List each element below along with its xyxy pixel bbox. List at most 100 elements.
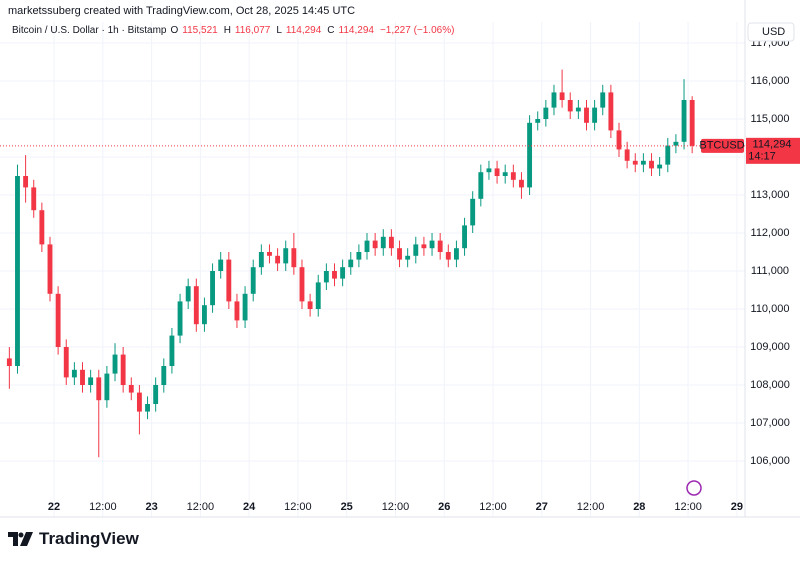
legend-change: −1,227 (−1.06%): [379, 25, 455, 36]
candle-body: [201, 305, 207, 325]
candle-body: [462, 225, 467, 249]
x-tick-label: 12:00: [674, 501, 702, 513]
candle-body: [299, 267, 305, 302]
candle-body: [559, 92, 565, 101]
candle-body: [356, 252, 362, 260]
x-tick-label: 12:00: [284, 501, 312, 513]
candle-body: [63, 346, 69, 378]
y-tick-label: 113,000: [751, 189, 790, 201]
x-tick-label: 22: [48, 501, 60, 513]
candle-body: [315, 282, 321, 309]
candle-body: [429, 240, 435, 249]
symbol-tag: [701, 138, 744, 153]
x-tick-label: 12:00: [89, 501, 117, 513]
y-tick-label: 106,000: [750, 455, 790, 467]
logo: [8, 532, 33, 546]
y-tick-label: 116,000: [751, 75, 790, 87]
legend-key: C: [327, 25, 335, 36]
candle-body: [332, 271, 337, 279]
candle-body: [6, 358, 12, 366]
candle-body: [567, 100, 573, 112]
candle-body: [267, 252, 272, 256]
y-tick-label: 107,000: [750, 417, 790, 429]
x-tick-label: 29: [731, 501, 743, 513]
y-tick-label: 112,000: [751, 227, 790, 239]
candle-body: [437, 240, 443, 253]
candle-body: [226, 259, 232, 302]
candle-body: [445, 252, 451, 260]
x-tick-label: 27: [536, 501, 548, 513]
countdown: 14:17: [748, 151, 776, 163]
candle-body: [551, 92, 557, 108]
candle-body: [543, 107, 549, 120]
legend-value: 116,077: [234, 25, 271, 36]
candle-body: [283, 248, 289, 264]
candle-body: [673, 141, 679, 146]
candle-body: [55, 293, 61, 347]
x-tick-label: 26: [438, 501, 450, 513]
legend-value: 115,521: [182, 25, 218, 36]
candle-body: [364, 240, 370, 253]
candle-body: [71, 369, 77, 378]
candle-body: [234, 301, 240, 321]
candle-body: [584, 107, 589, 123]
candle-body: [128, 384, 134, 393]
legend-key: L: [276, 25, 282, 36]
candle-body: [177, 301, 183, 336]
candle-body: [348, 259, 354, 268]
caption: marketssuberg created with TradingView.c…: [8, 5, 356, 17]
candle-body: [665, 145, 671, 165]
candle-body: [624, 149, 630, 161]
candle-body: [640, 160, 646, 165]
candle-body: [136, 392, 142, 412]
candle-body: [600, 92, 606, 108]
candle-body: [291, 248, 297, 268]
candle-body: [242, 293, 248, 321]
candle-body: [519, 179, 524, 188]
candle-body: [616, 130, 622, 150]
candle-body: [575, 107, 581, 112]
candle-body: [15, 176, 20, 366]
candle-body: [486, 168, 492, 173]
candle-body: [388, 236, 394, 249]
x-tick-label: 23: [145, 501, 157, 513]
candle-body: [608, 92, 614, 131]
currency: USD: [762, 26, 785, 38]
y-tick-label: 111,000: [751, 265, 789, 277]
candle-body: [681, 100, 687, 142]
candle-body: [210, 271, 216, 306]
symbol: Bitcoin / U.S. Dollar · 1h · Bitstamp: [12, 25, 167, 36]
candle-body: [250, 267, 256, 294]
candle-body: [169, 335, 175, 366]
symbol-tag-text: BTCUSD: [699, 140, 744, 152]
x-tick-label: 25: [341, 501, 353, 513]
candle-body: [405, 255, 411, 260]
candle-body: [453, 248, 459, 260]
candle-body: [649, 160, 654, 169]
candle-body: [275, 255, 281, 264]
x-tick-label: 12:00: [187, 501, 215, 513]
y-tick-label: 108,000: [750, 379, 790, 391]
candle-body: [307, 301, 313, 309]
candle-body: [153, 384, 159, 404]
candle-body: [185, 286, 191, 302]
candle-body: [478, 172, 484, 199]
x-tick-label: 12:00: [479, 501, 507, 513]
legend-value: 114,294: [285, 25, 322, 36]
candle-body: [112, 354, 118, 374]
candle-body: [39, 210, 45, 245]
x-tick-label: 12:00: [382, 501, 410, 513]
y-tick-label: 115,000: [751, 113, 790, 125]
legend-key: O: [170, 25, 179, 36]
currency-box: [747, 22, 795, 42]
candle-body: [689, 100, 695, 146]
price-tag: [746, 137, 800, 164]
x-tick-label: 24: [243, 501, 256, 513]
candle-body: [632, 160, 638, 165]
y-tick-label: 109,000: [750, 341, 790, 353]
y-tick-label: 110,000: [751, 303, 790, 315]
candle-body: [380, 236, 386, 249]
candle-body: [527, 122, 533, 188]
